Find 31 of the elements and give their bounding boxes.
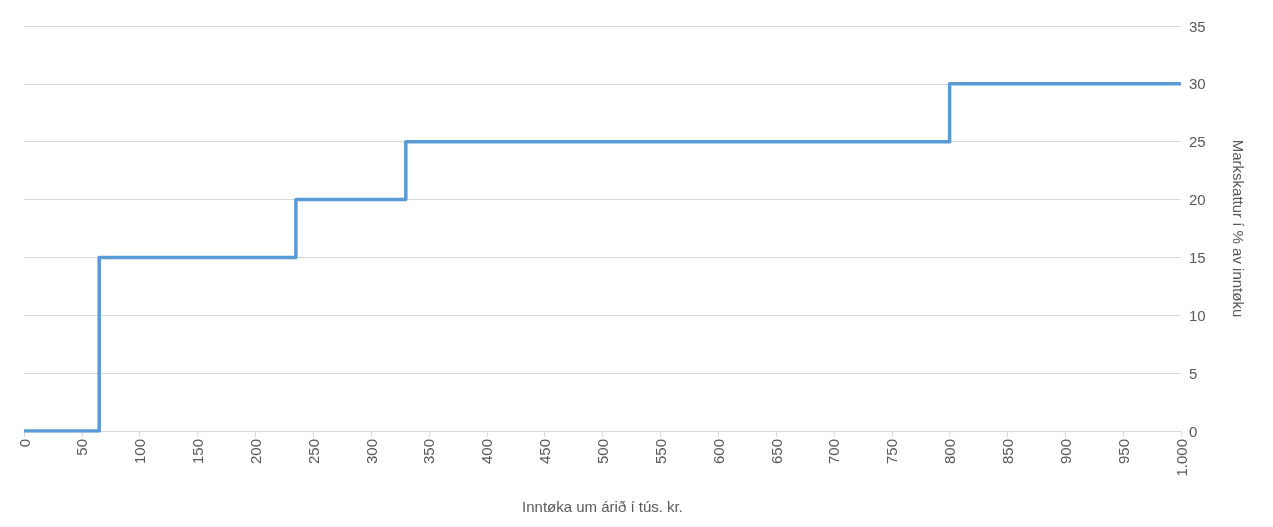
x-tick-label: 100 — [131, 439, 149, 465]
x-tick-label: 0 — [15, 439, 33, 448]
y-axis-title: Markskattur í % av inntøku — [1230, 139, 1247, 318]
x-tick-label: 250 — [304, 439, 322, 465]
x-tick-label: 650 — [767, 439, 785, 465]
y-tick-label: 5 — [1189, 364, 1198, 382]
y-tick-label: 20 — [1189, 191, 1206, 209]
x-tick-label: 450 — [536, 439, 554, 465]
x-tick-label: 150 — [189, 439, 207, 465]
x-tick-label: 950 — [1114, 439, 1132, 465]
x-tick-label: 300 — [362, 439, 380, 465]
x-tick-label: 850 — [998, 439, 1016, 465]
x-tick-label: 900 — [1056, 439, 1074, 465]
y-tick-label: 25 — [1189, 133, 1206, 151]
y-tick-label: 10 — [1189, 306, 1206, 324]
x-tick-label: 400 — [478, 439, 496, 465]
y-tick-label: 15 — [1189, 248, 1206, 266]
x-tick-label: 350 — [420, 439, 438, 465]
x-tick-label: 200 — [246, 439, 264, 465]
x-tick-label: 750 — [883, 439, 901, 465]
y-tick-label: 35 — [1189, 17, 1206, 35]
x-axis-title: Inntøka um árið í tús. kr. — [522, 498, 683, 515]
x-tick-label: 800 — [941, 439, 959, 465]
y-tick-label: 0 — [1189, 422, 1198, 440]
x-tick-label: 700 — [825, 439, 843, 465]
x-tick-label: 1.000 — [1172, 439, 1190, 477]
y-tick-label: 30 — [1189, 75, 1206, 93]
x-tick-label: 550 — [651, 439, 669, 465]
x-tick-label: 600 — [709, 439, 727, 465]
x-tick-label: 500 — [594, 439, 611, 465]
x-tick-label: 50 — [73, 439, 91, 456]
